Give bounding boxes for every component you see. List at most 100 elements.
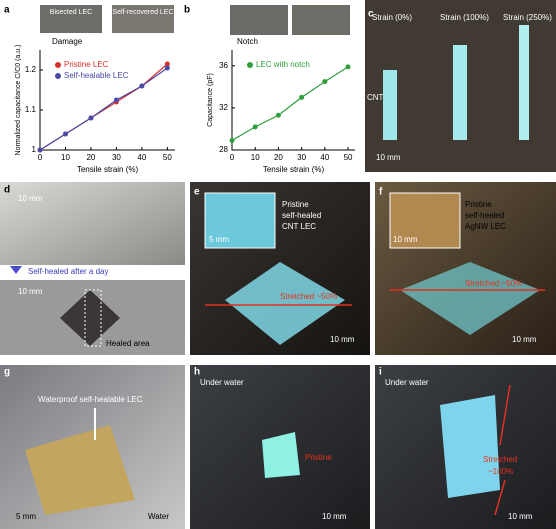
- x-tick-label: 30: [112, 153, 121, 162]
- x-tick-label: 30: [297, 153, 306, 162]
- arrow: [499, 384, 511, 446]
- x-tick-label: 20: [274, 153, 283, 162]
- x-tick-label: 50: [163, 153, 172, 162]
- device: [25, 425, 135, 515]
- point: [299, 94, 305, 100]
- photo-label: CNT LEC: [282, 222, 316, 231]
- photo-label: Under water: [385, 378, 429, 387]
- point: [229, 138, 235, 144]
- y-tick-label: 1: [32, 145, 37, 154]
- photo-label: 10 mm: [330, 335, 355, 344]
- photo-label: 10 mm: [512, 335, 537, 344]
- photo-label: self-healed: [465, 211, 504, 220]
- point: [37, 147, 43, 153]
- device: [453, 45, 467, 140]
- legend-label: Pristine LEC: [64, 60, 109, 69]
- photo-label: Waterproof self-healable LEC: [38, 395, 143, 404]
- device: [383, 70, 397, 140]
- photo-label: Self-healed after a day: [28, 267, 109, 276]
- line: [231, 66, 349, 142]
- device: [400, 262, 540, 335]
- panel-letter: b: [184, 5, 190, 16]
- device: [440, 395, 500, 498]
- photo-label: Water: [148, 512, 169, 521]
- photo-label: 10 mm: [18, 194, 43, 203]
- photo-label: Stretched: [483, 455, 517, 464]
- photo-label: Healed area: [106, 339, 150, 348]
- photo-label: Strain (250%): [503, 13, 552, 22]
- photo-label: Stretched ~50%: [465, 279, 522, 288]
- legend-marker: [247, 62, 253, 68]
- panel-letter: g: [4, 367, 10, 378]
- point: [62, 131, 68, 137]
- photo-label: 10 mm: [322, 512, 347, 521]
- point: [275, 112, 281, 118]
- photo-label: self-healed: [282, 211, 321, 220]
- photo-label: 10 mm: [18, 287, 43, 296]
- x-tick-label: 0: [38, 153, 43, 162]
- annotation: Damage: [52, 37, 83, 46]
- panel-letter: e: [194, 187, 200, 198]
- inset-label: Bisected LEC: [50, 9, 92, 16]
- point: [113, 97, 119, 103]
- inset-label: Self-recovered LEC: [112, 9, 173, 16]
- x-tick-label: 40: [137, 153, 146, 162]
- photo-label: Stretched ~50%: [280, 292, 337, 301]
- y-axis-label: Normalized capacitance C/C0 (a.u.): [15, 45, 22, 156]
- point: [88, 115, 94, 121]
- point: [164, 65, 170, 71]
- panel-letter: h: [194, 367, 200, 378]
- photo-label: AgNW LEC: [465, 222, 506, 231]
- device: [60, 290, 120, 346]
- panel-letter: c: [368, 9, 374, 20]
- legend-label: Self-healable LEC: [64, 71, 129, 80]
- photo-label: Pristine: [282, 200, 309, 209]
- x-tick-label: 20: [86, 153, 95, 162]
- device: [225, 262, 345, 345]
- x-tick-label: 10: [61, 153, 70, 162]
- x-tick-label: 50: [344, 153, 353, 162]
- legend-marker: [55, 73, 61, 79]
- x-axis-label: Tensile strain (%): [77, 165, 139, 174]
- photo-label: 10 mm: [508, 512, 533, 521]
- photo-inset: [389, 192, 461, 249]
- photo-inset: [40, 5, 102, 33]
- panel-letter: d: [4, 185, 10, 196]
- photo-inset: [230, 5, 288, 35]
- legend-marker: [55, 62, 61, 68]
- y-tick-label: 28: [219, 145, 228, 154]
- highlight: [84, 289, 102, 347]
- photo-panel: [0, 182, 185, 265]
- x-tick-label: 10: [251, 153, 260, 162]
- device: [262, 432, 300, 478]
- legend-label: LEC with notch: [256, 60, 310, 69]
- panel-letter: i: [379, 367, 382, 378]
- photo-label: Pristine: [465, 200, 492, 209]
- photo-label: ~100%: [488, 467, 513, 476]
- x-tick-label: 40: [320, 153, 329, 162]
- y-tick-label: 1.2: [25, 65, 37, 74]
- x-tick-label: 0: [230, 153, 235, 162]
- arrow: [10, 266, 22, 274]
- photo-label: Strain (100%): [440, 13, 489, 22]
- photo-inset: [112, 5, 174, 33]
- y-axis-label: Capacitance (pF): [207, 73, 214, 127]
- panel-letter: f: [379, 187, 383, 198]
- photo-inset: [204, 192, 276, 249]
- y-tick-label: 1.1: [25, 105, 37, 114]
- annotation: Notch: [237, 37, 258, 46]
- photo-label: Strain (0%): [372, 13, 412, 22]
- point: [164, 61, 170, 67]
- photo-label: 5 mm: [209, 235, 229, 244]
- photo-inset: [292, 5, 350, 35]
- photo-label: 10 mm: [376, 153, 401, 162]
- arrow: [494, 479, 506, 516]
- panel-letter: a: [4, 5, 10, 16]
- point: [252, 124, 258, 130]
- photo-label: 10 mm: [393, 235, 418, 244]
- photo-label: CNT: [367, 93, 384, 102]
- photo-label: Under water: [200, 378, 244, 387]
- y-tick-label: 32: [219, 103, 228, 112]
- point: [139, 83, 145, 89]
